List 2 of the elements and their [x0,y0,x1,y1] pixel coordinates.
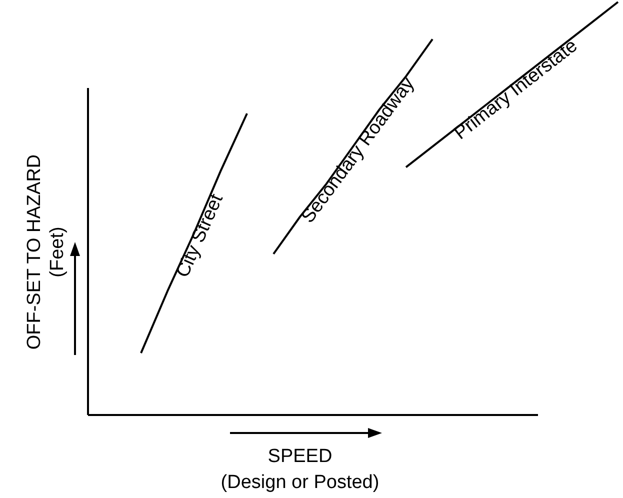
x-axis-title: SPEED (Design or Posted) [220,446,380,493]
y-axis-title: OFF-SET TO HAZARD (Feet) [24,154,68,350]
